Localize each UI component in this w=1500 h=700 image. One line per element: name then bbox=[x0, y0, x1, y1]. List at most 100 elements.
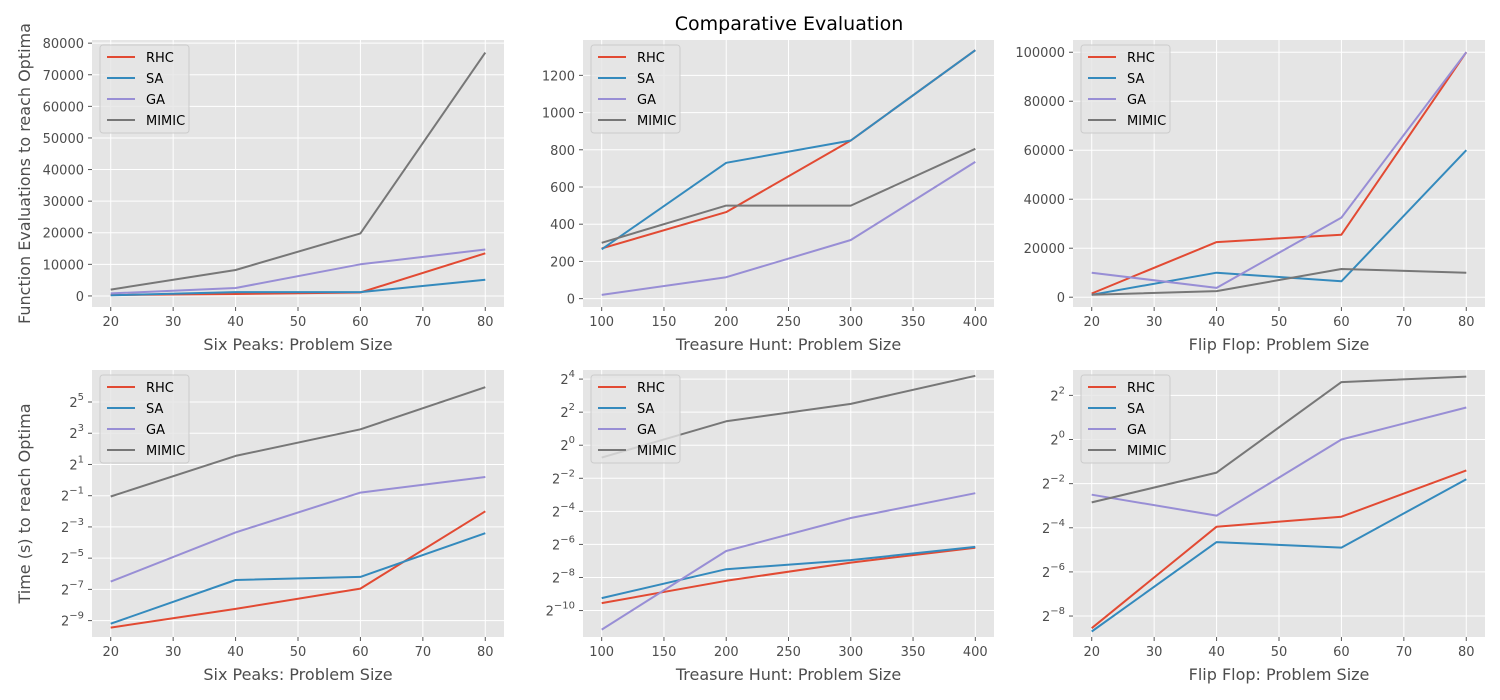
y-tick-label: 80000 bbox=[43, 37, 84, 52]
series-line-sa bbox=[1091, 478, 1467, 633]
series-line-rhc bbox=[110, 510, 486, 629]
y-tick-label: 20000 bbox=[43, 227, 84, 242]
y-tick-base: 2 bbox=[69, 396, 77, 411]
chart-panel-six-peaks-time: 20 30 40 50 60 70 802−92−72−52−32−1212325RHCSA… bbox=[15, 370, 504, 684]
y-tick-label: 2−6 bbox=[1042, 562, 1065, 581]
y-tick-base: 2 bbox=[61, 521, 69, 536]
y-tick-exponent: −7 bbox=[69, 579, 84, 590]
x-tick-label: 70 bbox=[415, 645, 432, 660]
x-tick-label: 20 bbox=[1083, 315, 1100, 330]
y-tick-label: 0 bbox=[76, 290, 84, 305]
x-tick-label: 350 bbox=[901, 315, 926, 330]
legend-label-rhc: RHC bbox=[146, 51, 174, 66]
x-tick-label: 50 bbox=[290, 645, 307, 660]
y-tick-label: 2−8 bbox=[552, 567, 575, 586]
series-line-rhc bbox=[601, 546, 976, 605]
y-tick-base: 2 bbox=[1050, 389, 1058, 404]
x-tick-label: 80 bbox=[1458, 645, 1475, 660]
chart-panel-flip-flop-evaluations: 20 30 40 50 60 70 80 0 20000 40000 60000 80000 10000… bbox=[1015, 40, 1485, 354]
y-tick-label: 400 bbox=[550, 218, 575, 233]
y-tick-label: 24 bbox=[560, 369, 575, 388]
x-tick-label: 40 bbox=[227, 645, 244, 660]
y-tick-base: 2 bbox=[69, 427, 77, 442]
legend-label-mimic: MIMIC bbox=[146, 114, 185, 129]
y-tick-exponent: 0 bbox=[1059, 430, 1065, 441]
legend-label-ga: GA bbox=[637, 423, 656, 438]
legend: RHC SA GA MIMIC bbox=[1080, 44, 1171, 134]
series-line-ga bbox=[110, 248, 486, 295]
legend-label-mimic: MIMIC bbox=[637, 444, 676, 459]
legend-label-sa: SA bbox=[146, 72, 163, 87]
series-line-sa bbox=[601, 49, 976, 251]
y-tick-label: 20000 bbox=[1024, 242, 1065, 257]
legend-box bbox=[99, 374, 190, 464]
x-tick-label: 200 bbox=[714, 645, 739, 660]
x-tick-label: 30 bbox=[165, 315, 182, 330]
series-line-mimic bbox=[1091, 375, 1467, 504]
x-tick-label: 250 bbox=[776, 315, 801, 330]
y-tick-label: 21 bbox=[69, 454, 84, 473]
y-tick-base: 2 bbox=[61, 490, 69, 505]
y-tick-label: 2−1 bbox=[61, 486, 84, 505]
series-line-ga bbox=[1091, 51, 1468, 289]
y-tick-label: 80000 bbox=[1024, 95, 1065, 110]
y-tick-label: 2−5 bbox=[61, 548, 84, 567]
y-tick-label: 22 bbox=[560, 402, 575, 421]
legend: RHC SA GA MIMIC bbox=[590, 44, 681, 134]
y-tick-label: 1200 bbox=[542, 69, 575, 84]
series-line-rhc bbox=[1091, 51, 1468, 295]
y-tick-label: 10000 bbox=[43, 258, 84, 273]
legend-box bbox=[1080, 374, 1171, 464]
y-tick-label: 2−4 bbox=[552, 501, 575, 520]
y-tick-label: 22 bbox=[1050, 385, 1065, 404]
x-tick-label: 20 bbox=[1083, 645, 1100, 660]
series-line-ga bbox=[1091, 406, 1467, 517]
y-tick-label: 60000 bbox=[1024, 144, 1065, 159]
y-tick-label: 20 bbox=[1050, 430, 1065, 449]
legend-label-sa: SA bbox=[146, 402, 163, 417]
x-tick-label: 400 bbox=[963, 645, 988, 660]
y-tick-exponent: 2 bbox=[569, 402, 575, 413]
legend: RHC SA GA MIMIC bbox=[99, 44, 190, 134]
y-tick-exponent: −10 bbox=[554, 601, 575, 612]
chart-panel-six-peaks-evaluations: 20 30 40 50 60 70 80 0 10000 20000 30000 40000 50000… bbox=[15, 23, 504, 354]
series-line-sa bbox=[110, 278, 486, 297]
series-line-rhc bbox=[1091, 469, 1467, 629]
y-tick-label: 800 bbox=[550, 144, 575, 159]
legend-label-rhc: RHC bbox=[1127, 381, 1155, 396]
y-tick-label: 40000 bbox=[43, 164, 84, 179]
figure-title: Comparative Evaluation bbox=[675, 13, 904, 35]
legend-label-ga: GA bbox=[146, 423, 165, 438]
y-axis-label: Time (s) to reach Optima bbox=[15, 403, 34, 604]
y-tick-base: 2 bbox=[69, 458, 77, 473]
x-tick-label: 70 bbox=[1396, 645, 1413, 660]
y-tick-label: 600 bbox=[550, 181, 575, 196]
y-tick-exponent: −2 bbox=[1050, 474, 1065, 485]
y-tick-label: 1000 bbox=[542, 107, 575, 122]
y-tick-exponent: −8 bbox=[560, 567, 575, 578]
y-tick-label: 0 bbox=[567, 293, 575, 308]
x-tick-label: 60 bbox=[1333, 645, 1350, 660]
y-tick-base: 2 bbox=[1042, 478, 1050, 493]
y-tick-exponent: −2 bbox=[560, 468, 575, 479]
legend-label-rhc: RHC bbox=[637, 51, 665, 66]
x-axis-label: Flip Flop: Problem Size bbox=[1189, 665, 1370, 684]
y-tick-exponent: −4 bbox=[1050, 518, 1065, 529]
y-tick-exponent: −8 bbox=[1050, 606, 1065, 617]
legend-label-mimic: MIMIC bbox=[637, 114, 676, 129]
legend-label-sa: SA bbox=[637, 402, 654, 417]
x-tick-label: 300 bbox=[838, 315, 863, 330]
legend-label-mimic: MIMIC bbox=[146, 444, 185, 459]
y-tick-label: 200 bbox=[550, 255, 575, 270]
y-tick-label: 2−2 bbox=[1042, 474, 1065, 493]
y-tick-label: 2−2 bbox=[552, 468, 575, 487]
legend-label-rhc: RHC bbox=[146, 381, 174, 396]
x-tick-label: 80 bbox=[477, 645, 494, 660]
y-tick-base: 2 bbox=[1050, 434, 1058, 449]
y-tick-label: 2−4 bbox=[1042, 518, 1065, 537]
y-tick-label: 2−10 bbox=[546, 601, 575, 620]
legend: RHC SA GA MIMIC bbox=[1080, 374, 1171, 464]
x-tick-label: 70 bbox=[415, 315, 432, 330]
